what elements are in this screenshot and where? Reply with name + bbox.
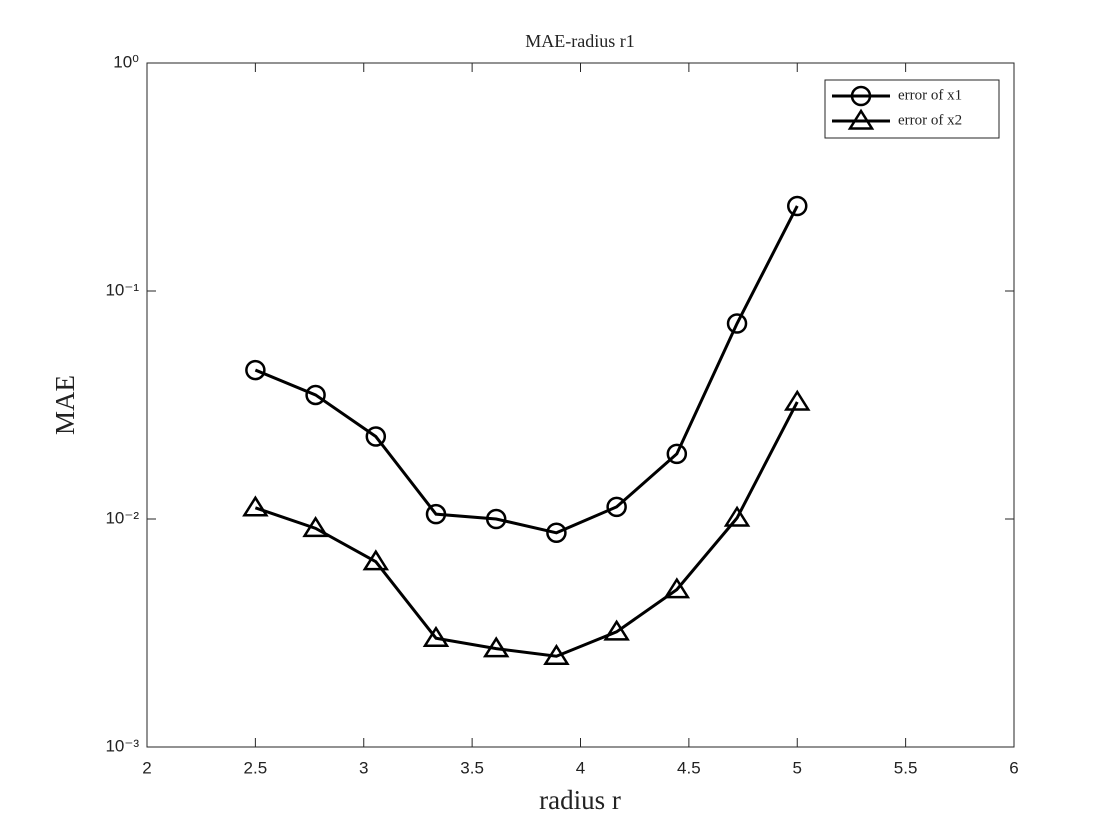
marker	[603, 619, 630, 641]
legend-label: error of x1	[898, 87, 962, 103]
marker	[242, 495, 269, 517]
x-tick-label: 3.5	[460, 758, 484, 777]
marker	[482, 636, 510, 658]
x-tick-label: 5	[793, 758, 802, 777]
legend-label: error of x2	[898, 112, 962, 128]
series-line	[254, 205, 799, 535]
x-tick-label: 4	[576, 758, 585, 777]
marker	[422, 625, 450, 647]
marker	[302, 515, 329, 538]
x-tick-label: 4.5	[677, 758, 701, 777]
chart-title: MAE-radius r1	[525, 31, 634, 51]
marker	[663, 577, 691, 599]
marker	[606, 496, 627, 518]
marker	[787, 195, 808, 217]
marker	[305, 384, 326, 406]
legend-marker	[850, 85, 872, 107]
x-axis-label: radius r	[539, 785, 621, 815]
y-tick-label: 10⁰	[113, 52, 139, 71]
marker	[485, 508, 507, 530]
plot-frame	[146, 62, 1015, 748]
marker	[723, 505, 751, 527]
marker	[546, 522, 567, 544]
y-axis-label: MAE	[50, 375, 80, 435]
x-tick-label: 5.5	[894, 758, 918, 777]
marker	[726, 313, 748, 334]
marker	[783, 389, 811, 411]
marker	[365, 426, 387, 447]
x-tick-label: 2.5	[244, 758, 268, 777]
y-tick-label: 10⁻³	[105, 736, 139, 755]
y-tick-label: 10⁻²	[105, 508, 139, 527]
x-tick-label: 2	[142, 758, 151, 777]
marker	[666, 443, 688, 465]
marker	[543, 643, 570, 666]
y-tick-label: 10⁻¹	[105, 280, 139, 299]
x-tick-label: 6	[1009, 758, 1018, 777]
marker	[362, 549, 390, 571]
legend-marker	[847, 108, 875, 130]
marker	[245, 359, 266, 381]
x-tick-label: 3	[359, 758, 368, 777]
marker	[425, 503, 447, 525]
series-line	[254, 401, 799, 658]
